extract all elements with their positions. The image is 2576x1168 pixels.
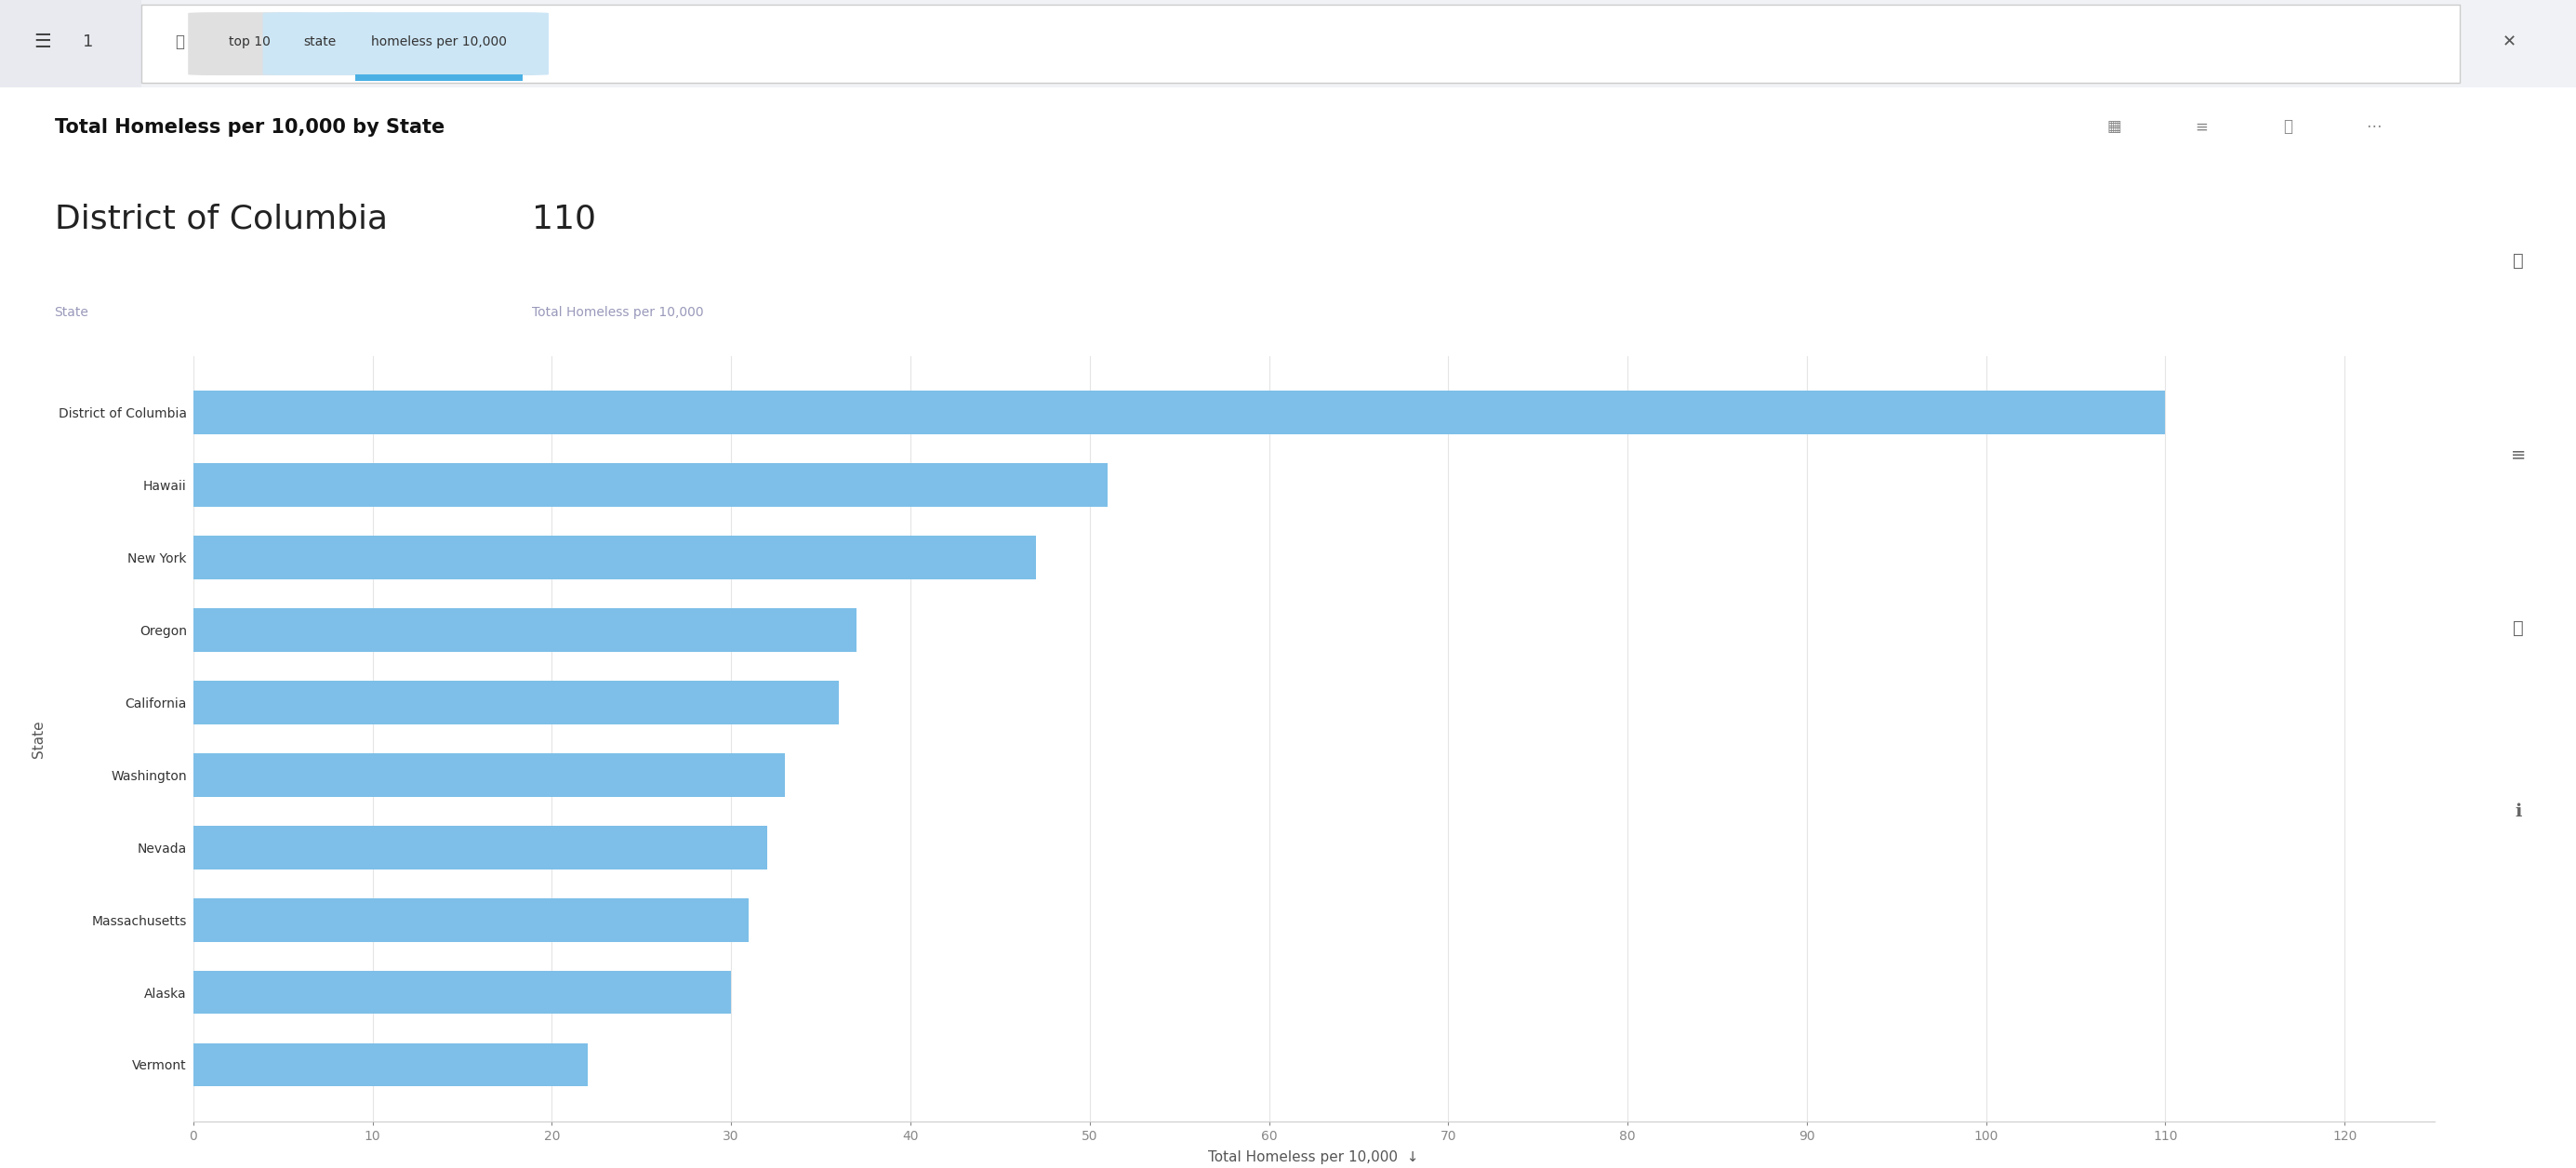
Text: 📌: 📌 <box>2282 118 2293 135</box>
Bar <box>193 1043 587 1086</box>
Text: ✕: ✕ <box>2501 34 2517 50</box>
Text: 📊: 📊 <box>2512 251 2524 270</box>
Text: ☰: ☰ <box>33 33 52 51</box>
Text: ⋯: ⋯ <box>2367 118 2383 135</box>
Bar <box>193 826 768 869</box>
FancyBboxPatch shape <box>330 13 549 75</box>
Bar <box>193 753 786 797</box>
Text: top 10: top 10 <box>229 35 270 49</box>
X-axis label: Total Homeless per 10,000  ↓: Total Homeless per 10,000 ↓ <box>1208 1150 1419 1164</box>
Text: 110: 110 <box>531 203 595 235</box>
FancyBboxPatch shape <box>0 0 142 88</box>
Bar <box>193 536 1036 579</box>
Bar <box>193 681 840 724</box>
Text: state: state <box>304 35 335 49</box>
Text: 🔍: 🔍 <box>175 34 185 50</box>
Text: State: State <box>54 306 88 319</box>
Bar <box>193 609 858 652</box>
FancyBboxPatch shape <box>263 13 376 75</box>
Text: ▦: ▦ <box>2107 118 2123 135</box>
FancyBboxPatch shape <box>355 75 523 81</box>
Text: homeless per 10,000: homeless per 10,000 <box>371 35 507 49</box>
Bar <box>193 464 1108 507</box>
Bar <box>193 971 732 1014</box>
Text: 🔍: 🔍 <box>2512 619 2524 637</box>
Text: ℹ: ℹ <box>2514 802 2522 820</box>
Y-axis label: State: State <box>31 719 46 758</box>
Text: Total Homeless per 10,000: Total Homeless per 10,000 <box>531 306 703 319</box>
Text: Total Homeless per 10,000 by State: Total Homeless per 10,000 by State <box>54 118 443 137</box>
Text: District of Columbia: District of Columbia <box>54 203 386 235</box>
Bar <box>193 391 2166 434</box>
Text: ≡: ≡ <box>2512 446 2524 464</box>
FancyBboxPatch shape <box>142 5 2460 83</box>
Bar <box>193 898 750 941</box>
FancyBboxPatch shape <box>188 13 312 75</box>
Text: 1: 1 <box>82 34 93 50</box>
Text: ≡: ≡ <box>2195 118 2208 135</box>
